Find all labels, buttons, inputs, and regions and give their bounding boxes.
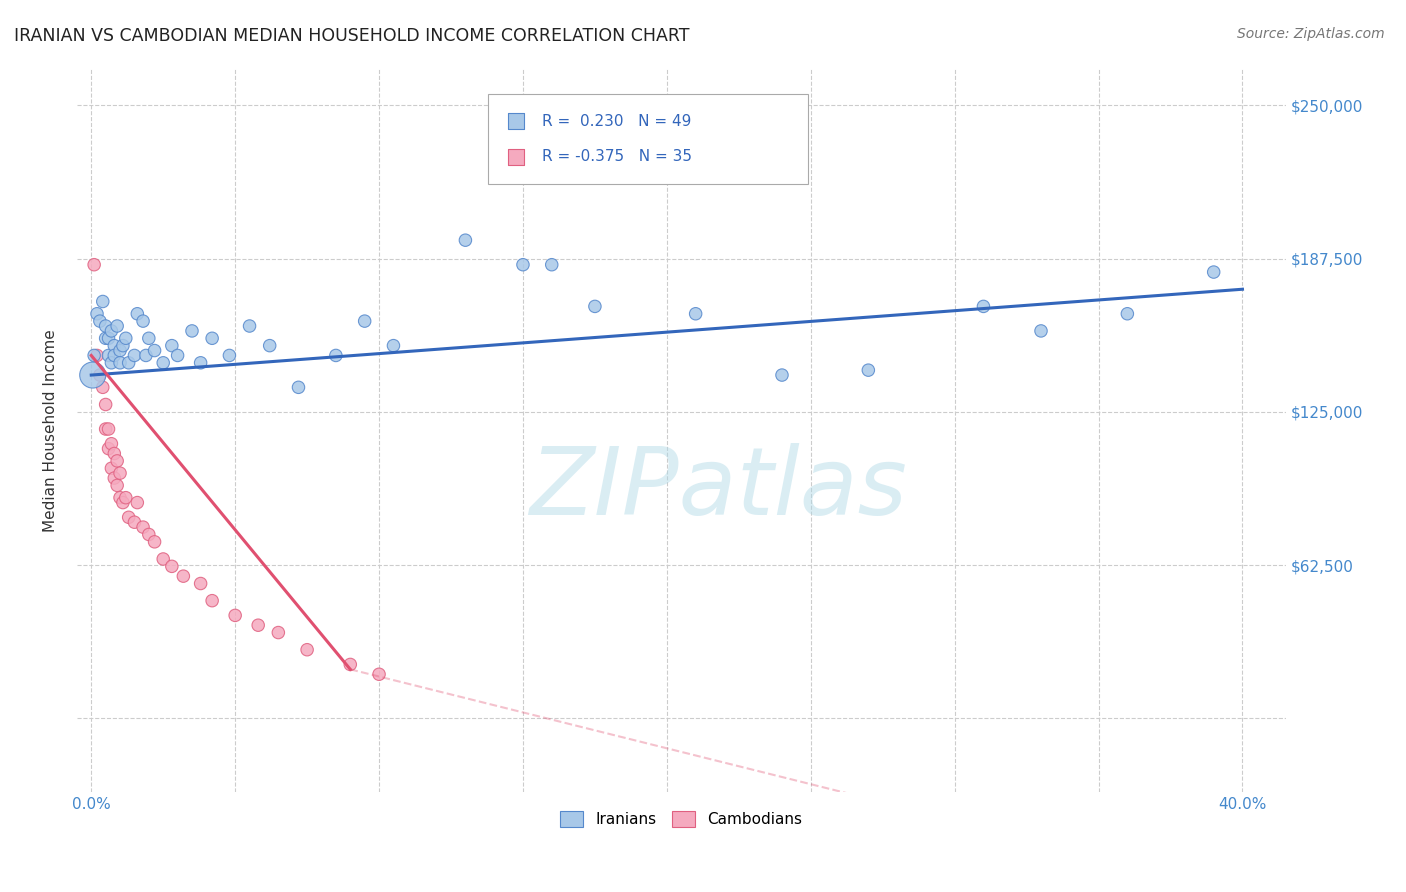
Point xyxy=(224,608,246,623)
Point xyxy=(83,348,105,362)
Point xyxy=(143,343,166,358)
Point xyxy=(1125,711,1147,725)
Text: IRANIAN VS CAMBODIAN MEDIAN HOUSEHOLD INCOME CORRELATION CHART: IRANIAN VS CAMBODIAN MEDIAN HOUSEHOLD IN… xyxy=(14,27,689,45)
Point xyxy=(114,491,136,505)
Point xyxy=(94,422,117,436)
Point xyxy=(89,314,111,328)
Point xyxy=(83,258,105,272)
Point xyxy=(91,294,114,309)
Point xyxy=(91,380,114,394)
Point xyxy=(103,338,125,352)
Point xyxy=(259,338,281,352)
Point xyxy=(454,233,477,247)
Point xyxy=(108,491,131,505)
Point xyxy=(583,299,606,313)
Point xyxy=(1029,324,1052,338)
Point xyxy=(138,527,160,541)
Point xyxy=(190,576,212,591)
Point xyxy=(127,495,149,509)
Point xyxy=(858,363,880,377)
Text: ZIPatlas: ZIPatlas xyxy=(529,442,907,533)
Point xyxy=(201,593,224,607)
Point xyxy=(108,466,131,480)
Point xyxy=(97,331,120,345)
Point xyxy=(97,348,120,362)
Point xyxy=(172,569,194,583)
Point xyxy=(86,307,108,321)
Point xyxy=(108,356,131,370)
Point xyxy=(86,348,108,362)
Point xyxy=(247,618,270,632)
Point xyxy=(97,422,120,436)
Text: R =  0.230   N = 49: R = 0.230 N = 49 xyxy=(543,114,692,128)
Point xyxy=(111,495,134,509)
Point xyxy=(118,510,141,524)
Point xyxy=(100,356,122,370)
Point xyxy=(1116,307,1139,321)
Point xyxy=(166,348,188,362)
Point xyxy=(127,307,149,321)
Point xyxy=(685,307,707,321)
Point xyxy=(124,348,146,362)
Y-axis label: Median Household Income: Median Household Income xyxy=(44,329,58,532)
Point xyxy=(105,478,128,492)
Point xyxy=(118,356,141,370)
Point xyxy=(132,314,155,328)
Point xyxy=(89,368,111,382)
Point xyxy=(94,331,117,345)
Point xyxy=(135,348,157,362)
Point xyxy=(152,356,174,370)
Point xyxy=(267,625,290,640)
Point xyxy=(1202,265,1225,279)
Point xyxy=(114,331,136,345)
Point xyxy=(94,318,117,333)
Point xyxy=(105,454,128,468)
Point xyxy=(972,299,994,313)
Point xyxy=(94,397,117,411)
Point xyxy=(100,436,122,450)
Point xyxy=(103,471,125,485)
Point xyxy=(181,324,204,338)
Point xyxy=(100,461,122,475)
Point xyxy=(97,442,120,456)
Point xyxy=(108,343,131,358)
Point xyxy=(190,356,212,370)
Point xyxy=(152,552,174,566)
Point xyxy=(382,338,405,352)
Point xyxy=(339,657,361,672)
Point xyxy=(138,331,160,345)
Point xyxy=(124,515,146,529)
Point xyxy=(287,380,309,394)
Point xyxy=(201,331,224,345)
Point xyxy=(368,667,391,681)
Text: Source: ZipAtlas.com: Source: ZipAtlas.com xyxy=(1237,27,1385,41)
Point xyxy=(105,318,128,333)
Point xyxy=(295,642,318,657)
Point xyxy=(540,258,562,272)
Point xyxy=(143,534,166,549)
Point xyxy=(1125,711,1147,725)
Point xyxy=(111,338,134,352)
Legend: Iranians, Cambodians: Iranians, Cambodians xyxy=(553,804,810,835)
Point xyxy=(238,318,260,333)
Point xyxy=(82,368,104,382)
Text: R = -0.375   N = 35: R = -0.375 N = 35 xyxy=(543,149,692,164)
Point xyxy=(132,520,155,534)
Point xyxy=(770,368,793,382)
Point xyxy=(103,446,125,460)
Point xyxy=(353,314,375,328)
Point xyxy=(218,348,240,362)
Point xyxy=(325,348,347,362)
Point xyxy=(160,338,183,352)
Point xyxy=(160,559,183,574)
Point xyxy=(100,324,122,338)
Point xyxy=(512,258,534,272)
FancyBboxPatch shape xyxy=(488,94,808,185)
Point xyxy=(103,348,125,362)
